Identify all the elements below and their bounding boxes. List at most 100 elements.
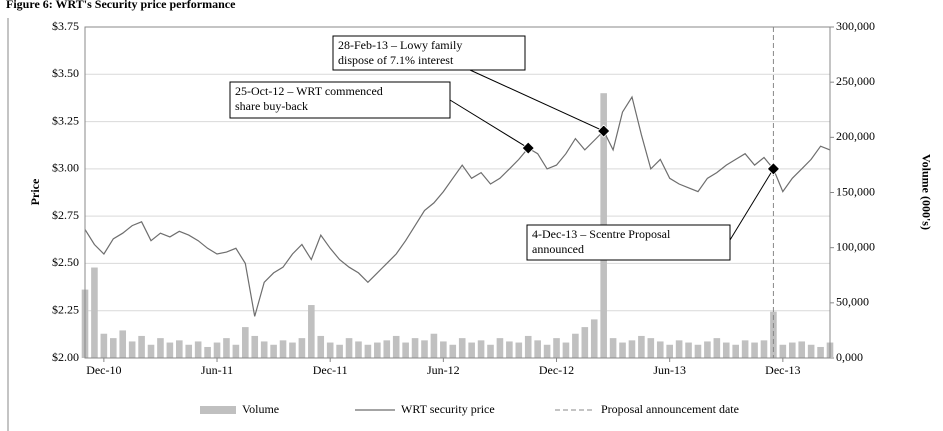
- volume-bar: [110, 338, 117, 358]
- volume-bar: [582, 327, 589, 358]
- annotation-text: 25-Oct-12 – WRT commenced: [235, 84, 383, 98]
- volume-bar: [534, 340, 541, 358]
- volume-bar: [421, 340, 428, 358]
- volume-bar: [346, 338, 353, 358]
- annotation-text: dispose of 7.1% interest: [338, 53, 454, 67]
- x-tick-label: Dec-13: [765, 363, 800, 377]
- volume-bar: [223, 338, 230, 358]
- volume-bar: [563, 343, 570, 358]
- volume-bar: [506, 341, 513, 358]
- price-line: [85, 97, 830, 316]
- volume-bar: [138, 336, 145, 358]
- chart-title: Figure 6: WRT's Security price performan…: [6, 0, 236, 11]
- volume-bar: [676, 340, 683, 358]
- volume-bar: [289, 343, 296, 358]
- y-tick-label: $3.75: [52, 19, 79, 33]
- volume-bar: [638, 336, 645, 358]
- volume-bar: [449, 345, 456, 358]
- volume-bar: [695, 345, 702, 358]
- volume-bar: [176, 340, 183, 358]
- volume-bar: [714, 338, 721, 358]
- volume-bar: [808, 345, 815, 358]
- y-tick-label: $3.25: [52, 113, 79, 127]
- y-tick-label: $2.75: [52, 208, 79, 222]
- volume-bar: [383, 340, 390, 358]
- x-tick-label: Jun-11: [201, 363, 233, 377]
- y2-tick-label: 250,000: [836, 74, 875, 88]
- volume-bar: [129, 341, 136, 358]
- volume-bar: [431, 334, 438, 358]
- volume-bar: [629, 340, 636, 358]
- volume-bar: [685, 343, 692, 358]
- volume-bar: [402, 343, 409, 358]
- annotation-text: 4-Dec-13 – Scentre Proposal: [532, 227, 671, 241]
- volume-bar: [374, 343, 381, 358]
- legend-label: Volume: [242, 402, 279, 416]
- plot-frame: [85, 27, 830, 358]
- volume-bar: [468, 343, 475, 358]
- volume-bar: [119, 330, 126, 358]
- volume-bar: [185, 345, 192, 358]
- volume-bar: [270, 345, 277, 358]
- volume-bar: [751, 343, 758, 358]
- volume-bar: [572, 334, 579, 358]
- legend-label: WRT security price: [401, 402, 495, 416]
- volume-bar: [148, 345, 155, 358]
- volume-bar: [233, 345, 240, 358]
- volume-bar: [610, 338, 617, 358]
- volume-bar: [336, 345, 343, 358]
- y2-tick-label: 50,000: [836, 295, 869, 309]
- volume-bar: [657, 341, 664, 358]
- volume-bar: [478, 340, 485, 358]
- leader-line: [450, 100, 528, 148]
- x-tick-label: Dec-12: [539, 363, 574, 377]
- volume-bar: [591, 319, 598, 358]
- volume-bar: [459, 338, 466, 358]
- x-tick-label: Dec-10: [86, 363, 121, 377]
- volume-bar: [157, 338, 164, 358]
- volume-bar: [365, 345, 372, 358]
- volume-bar: [553, 338, 560, 358]
- volume-bar: [280, 340, 287, 358]
- volume-bar: [261, 341, 268, 358]
- volume-bar: [798, 341, 805, 358]
- volume-bar: [487, 345, 494, 358]
- y-tick-label: $2.25: [52, 302, 79, 316]
- y-tick-label: $3.00: [52, 161, 79, 175]
- volume-bar: [195, 341, 202, 358]
- volume-bar: [355, 341, 362, 358]
- annotation-text: share buy-back: [235, 99, 308, 113]
- y-tick-label: $3.50: [52, 66, 79, 80]
- volume-bar: [214, 343, 221, 358]
- y2-tick-label: 150,000: [836, 184, 875, 198]
- volume-bar: [251, 336, 258, 358]
- x-tick-label: Jun-12: [427, 363, 460, 377]
- volume-bar: [619, 343, 626, 358]
- leader-line: [730, 169, 773, 240]
- annotation-text: announced: [532, 242, 584, 256]
- volume-bar: [101, 334, 108, 358]
- volume-bar: [317, 336, 324, 358]
- volume-bar: [515, 343, 522, 358]
- volume-bar: [789, 343, 796, 358]
- y2-tick-label: 0,000: [836, 350, 863, 364]
- volume-bar: [723, 343, 730, 358]
- volume-bar: [525, 336, 532, 358]
- y2-tick-label: 300,000: [836, 19, 875, 33]
- x-tick-label: Jun-13: [653, 363, 686, 377]
- volume-bar: [308, 305, 315, 358]
- volume-bar: [327, 343, 334, 358]
- volume-bar: [91, 268, 98, 358]
- volume-bar: [648, 338, 655, 358]
- volume-bar: [666, 345, 673, 358]
- y2-tick-label: 200,000: [836, 129, 875, 143]
- volume-bar: [732, 345, 739, 358]
- volume-bar: [393, 336, 400, 358]
- y2-tick-label: 100,000: [836, 239, 875, 253]
- annotation-text: 28-Feb-13 – Lowy family: [338, 38, 462, 52]
- volume-bar: [780, 345, 787, 358]
- volume-bar: [497, 338, 504, 358]
- volume-bar: [742, 340, 749, 358]
- volume-bar: [761, 340, 768, 358]
- y-tick-label: $2.00: [52, 350, 79, 364]
